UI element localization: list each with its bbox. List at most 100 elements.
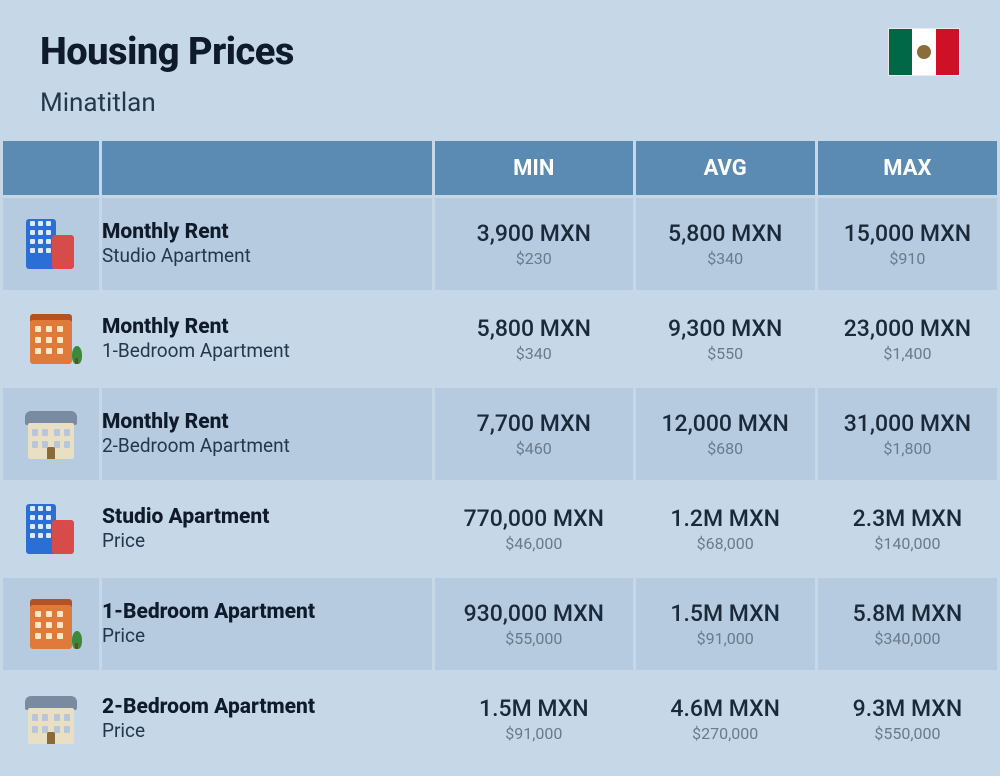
value-main: 3,900 MXN (435, 220, 633, 247)
value-sub: $460 (435, 439, 633, 458)
value-sub: $340 (636, 249, 815, 268)
value-main: 5,800 MXN (435, 315, 633, 342)
row-subtitle: 1-Bedroom Apartment (102, 339, 432, 363)
header-spacer (3, 141, 99, 195)
value-main: 1.5M MXN (435, 695, 633, 722)
value-main: 2.3M MXN (818, 505, 997, 532)
row-icon-cell (3, 388, 99, 480)
row-subtitle: Price (102, 719, 432, 743)
row-label-cell: Monthly Rent 1-Bedroom Apartment (102, 293, 432, 385)
cell-max: 2.3M MXN $140,000 (818, 483, 997, 575)
value-sub: $680 (636, 439, 815, 458)
table-row: Monthly Rent 2-Bedroom Apartment 7,700 M… (3, 388, 997, 480)
col-header-max: MAX (818, 141, 997, 195)
row-subtitle: 2-Bedroom Apartment (102, 434, 432, 458)
page-title: Housing Prices (40, 30, 960, 74)
table-row: Studio Apartment Price 770,000 MXN $46,0… (3, 483, 997, 575)
header-spacer (102, 141, 432, 195)
value-sub: $1,400 (818, 344, 997, 363)
table-row: Monthly Rent Studio Apartment 3,900 MXN … (3, 198, 997, 290)
value-sub: $46,000 (435, 534, 633, 553)
buildings-b-icon (22, 349, 80, 368)
value-main: 1.2M MXN (636, 505, 815, 532)
value-sub: $340 (435, 344, 633, 363)
row-label-cell: Monthly Rent Studio Apartment (102, 198, 432, 290)
cell-avg: 5,800 MXN $340 (636, 198, 815, 290)
row-icon-cell (3, 673, 99, 765)
value-main: 4.6M MXN (636, 695, 815, 722)
row-icon-cell (3, 483, 99, 575)
table-row: Monthly Rent 1-Bedroom Apartment 5,800 M… (3, 293, 997, 385)
buildings-b-icon (22, 634, 80, 653)
value-main: 930,000 MXN (435, 600, 633, 627)
cell-min: 930,000 MXN $55,000 (435, 578, 633, 670)
value-main: 5.8M MXN (818, 600, 997, 627)
row-title: Monthly Rent (102, 220, 432, 244)
row-subtitle: Price (102, 529, 432, 553)
value-main: 770,000 MXN (435, 505, 633, 532)
mexico-flag-icon (888, 28, 960, 76)
cell-min: 3,900 MXN $230 (435, 198, 633, 290)
cell-max: 15,000 MXN $910 (818, 198, 997, 290)
value-sub: $55,000 (435, 629, 633, 648)
cell-avg: 4.6M MXN $270,000 (636, 673, 815, 765)
value-main: 31,000 MXN (818, 410, 997, 437)
value-main: 5,800 MXN (636, 220, 815, 247)
value-main: 1.5M MXN (636, 600, 815, 627)
value-sub: $340,000 (818, 629, 997, 648)
row-icon-cell (3, 198, 99, 290)
row-title: Monthly Rent (102, 315, 432, 339)
value-main: 9.3M MXN (818, 695, 997, 722)
row-title: Studio Apartment (102, 505, 432, 529)
value-sub: $550,000 (818, 724, 997, 743)
col-header-min: MIN (435, 141, 633, 195)
table-header-row: MIN AVG MAX (3, 141, 997, 195)
cell-max: 5.8M MXN $340,000 (818, 578, 997, 670)
value-main: 12,000 MXN (636, 410, 815, 437)
row-subtitle: Price (102, 624, 432, 648)
value-sub: $910 (818, 249, 997, 268)
col-header-avg: AVG (636, 141, 815, 195)
header: Housing Prices Minatitlan (0, 0, 1000, 138)
buildings-c-icon (22, 729, 80, 748)
value-sub: $91,000 (636, 629, 815, 648)
row-title: 1-Bedroom Apartment (102, 600, 432, 624)
cell-avg: 12,000 MXN $680 (636, 388, 815, 480)
row-icon-cell (3, 293, 99, 385)
value-sub: $140,000 (818, 534, 997, 553)
value-main: 15,000 MXN (818, 220, 997, 247)
cell-max: 9.3M MXN $550,000 (818, 673, 997, 765)
cell-min: 7,700 MXN $460 (435, 388, 633, 480)
value-sub: $550 (636, 344, 815, 363)
row-subtitle: Studio Apartment (102, 244, 432, 268)
cell-min: 1.5M MXN $91,000 (435, 673, 633, 765)
row-label-cell: Studio Apartment Price (102, 483, 432, 575)
row-title: 2-Bedroom Apartment (102, 695, 432, 719)
cell-avg: 9,300 MXN $550 (636, 293, 815, 385)
buildings-a-icon (22, 539, 80, 558)
cell-avg: 1.5M MXN $91,000 (636, 578, 815, 670)
buildings-a-icon (22, 254, 80, 273)
row-label-cell: 2-Bedroom Apartment Price (102, 673, 432, 765)
cell-min: 5,800 MXN $340 (435, 293, 633, 385)
row-label-cell: 1-Bedroom Apartment Price (102, 578, 432, 670)
value-main: 23,000 MXN (818, 315, 997, 342)
value-sub: $91,000 (435, 724, 633, 743)
value-sub: $230 (435, 249, 633, 268)
value-main: 7,700 MXN (435, 410, 633, 437)
value-sub: $1,800 (818, 439, 997, 458)
value-main: 9,300 MXN (636, 315, 815, 342)
pricing-table: MIN AVG MAX Monthly Rent Studio Apartmen… (0, 138, 1000, 768)
table-row: 2-Bedroom Apartment Price 1.5M MXN $91,0… (3, 673, 997, 765)
row-label-cell: Monthly Rent 2-Bedroom Apartment (102, 388, 432, 480)
cell-max: 23,000 MXN $1,400 (818, 293, 997, 385)
value-sub: $68,000 (636, 534, 815, 553)
value-sub: $270,000 (636, 724, 815, 743)
table-row: 1-Bedroom Apartment Price 930,000 MXN $5… (3, 578, 997, 670)
row-title: Monthly Rent (102, 410, 432, 434)
buildings-c-icon (22, 444, 80, 463)
page-subtitle: Minatitlan (40, 88, 960, 118)
cell-avg: 1.2M MXN $68,000 (636, 483, 815, 575)
cell-min: 770,000 MXN $46,000 (435, 483, 633, 575)
row-icon-cell (3, 578, 99, 670)
